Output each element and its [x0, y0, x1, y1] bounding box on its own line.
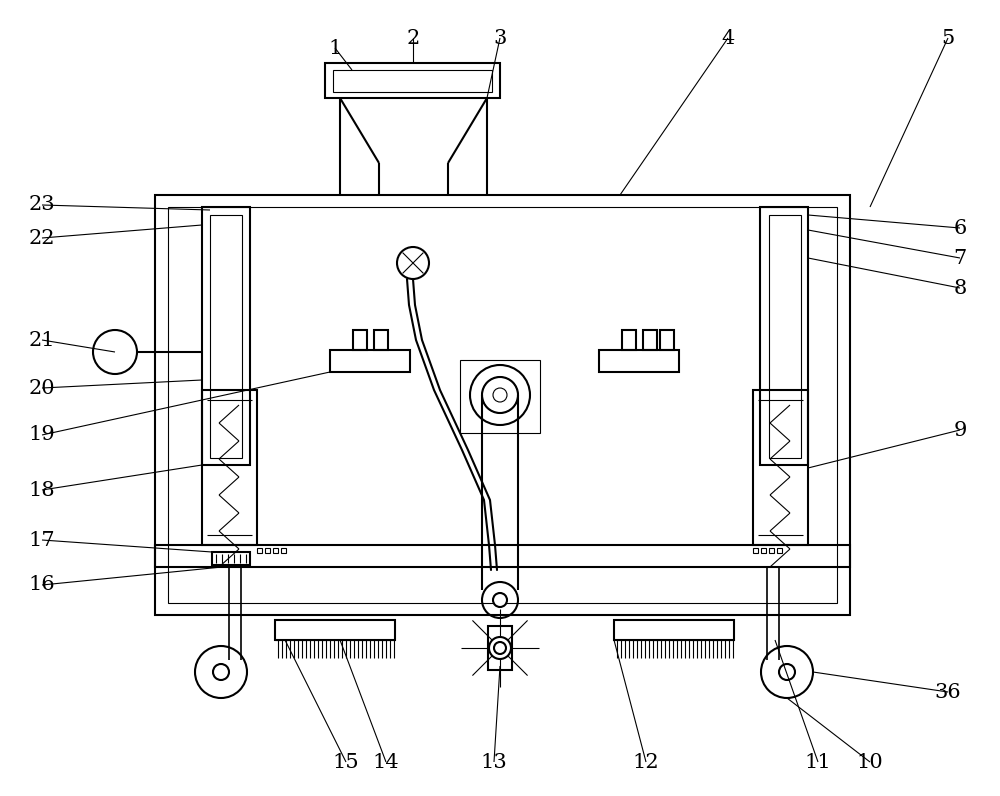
Text: 17: 17 — [29, 530, 55, 549]
Bar — [257, 548, 262, 553]
Text: 9: 9 — [953, 420, 967, 439]
Bar — [155, 545, 850, 567]
Text: 6: 6 — [953, 218, 967, 237]
Text: 13: 13 — [481, 752, 507, 771]
Text: 14: 14 — [373, 752, 399, 771]
Text: 19: 19 — [29, 426, 55, 444]
Text: 3: 3 — [493, 29, 507, 48]
Text: 5: 5 — [941, 29, 955, 48]
Text: 18: 18 — [29, 481, 55, 500]
Bar — [273, 548, 278, 553]
Bar — [622, 330, 636, 350]
Bar — [155, 195, 850, 615]
Bar — [660, 330, 674, 350]
Bar — [760, 207, 808, 465]
Bar — [202, 207, 250, 465]
Text: 11: 11 — [805, 752, 831, 771]
Bar — [202, 390, 257, 545]
Bar — [325, 63, 500, 98]
Text: 1: 1 — [328, 38, 342, 57]
Circle shape — [493, 388, 507, 402]
Bar — [168, 207, 837, 603]
Circle shape — [493, 593, 507, 607]
Bar — [353, 330, 367, 350]
Bar — [643, 330, 657, 350]
Bar — [333, 70, 492, 92]
Bar — [753, 548, 758, 553]
Text: 36: 36 — [935, 682, 961, 701]
Bar — [488, 626, 512, 670]
Bar — [265, 548, 270, 553]
Bar — [599, 350, 679, 372]
Bar — [777, 548, 782, 553]
Text: 20: 20 — [29, 379, 55, 397]
Text: 21: 21 — [29, 330, 55, 349]
Bar — [614, 620, 734, 640]
Bar — [330, 350, 410, 372]
Bar — [761, 548, 766, 553]
Bar — [753, 390, 808, 545]
Text: 10: 10 — [857, 752, 883, 771]
Bar — [281, 548, 286, 553]
Text: 4: 4 — [721, 29, 735, 48]
Bar — [275, 620, 395, 640]
Text: 16: 16 — [29, 576, 55, 595]
Text: 15: 15 — [333, 752, 359, 771]
Text: 12: 12 — [633, 752, 659, 771]
Text: 7: 7 — [953, 248, 967, 267]
Bar — [460, 360, 540, 433]
Text: 2: 2 — [406, 29, 420, 48]
Text: 8: 8 — [953, 279, 967, 298]
Circle shape — [494, 642, 506, 654]
Bar — [769, 548, 774, 553]
Bar — [769, 215, 801, 458]
Bar — [374, 330, 388, 350]
Text: 23: 23 — [29, 196, 55, 214]
Bar — [212, 552, 250, 565]
Bar — [210, 215, 242, 458]
Text: 22: 22 — [29, 228, 55, 248]
